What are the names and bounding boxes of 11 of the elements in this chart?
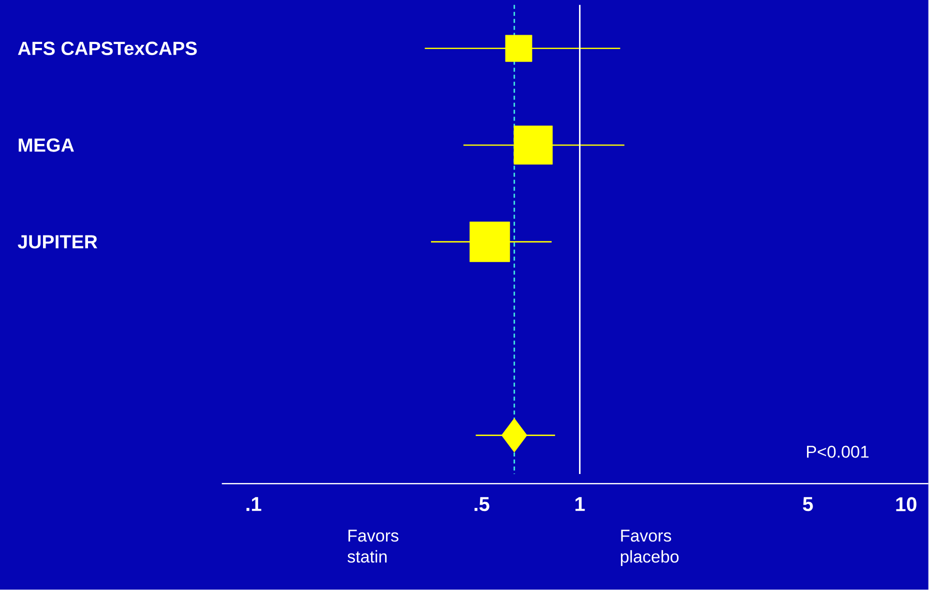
annotation: P<0.001 (807, 446, 869, 458)
x-tick-label: 1 (575, 497, 585, 512)
x-tick-label: 5 (802, 497, 813, 512)
x-tick-label: .5 (474, 497, 490, 512)
text: Favors placebo (620, 530, 679, 566)
y-tick-label: MEGA (18, 138, 74, 152)
x-tick-label: .1 (246, 497, 262, 512)
x-tick-label: 10 (896, 497, 916, 512)
text: Favors statin (348, 530, 398, 563)
y-tick-label: AFS CAPSTexCAPS (18, 42, 197, 56)
y-tick-label: JUPITER (18, 235, 98, 249)
